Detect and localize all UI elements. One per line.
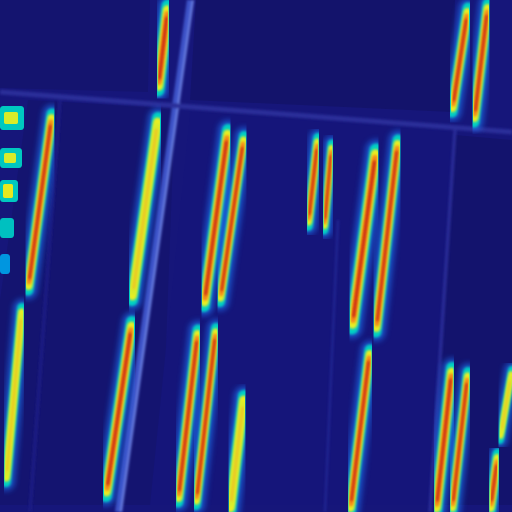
heat-strip <box>324 154 332 220</box>
heat-strip <box>501 380 511 430</box>
heat-strip <box>436 378 452 502</box>
heat-strip <box>220 146 244 292</box>
heat-strip <box>452 382 468 502</box>
heat-strip <box>28 124 52 280</box>
heat-strip <box>5 318 23 472</box>
heat-strip <box>106 332 132 486</box>
heat-strip <box>204 140 228 296</box>
heat-strip <box>230 406 244 502</box>
left-edge-blocks <box>0 106 24 274</box>
heat-strip <box>132 128 158 290</box>
heat-strip <box>178 340 198 492</box>
heat-strip <box>474 14 488 112</box>
heat-strip <box>352 160 376 318</box>
heat-strip <box>350 360 370 502</box>
heat-strip <box>452 18 468 102</box>
heat-strip <box>490 464 498 502</box>
heat-strip <box>157 16 169 80</box>
heat-strip <box>376 150 398 322</box>
heat-strip <box>308 148 318 216</box>
heat-strip <box>196 338 216 495</box>
